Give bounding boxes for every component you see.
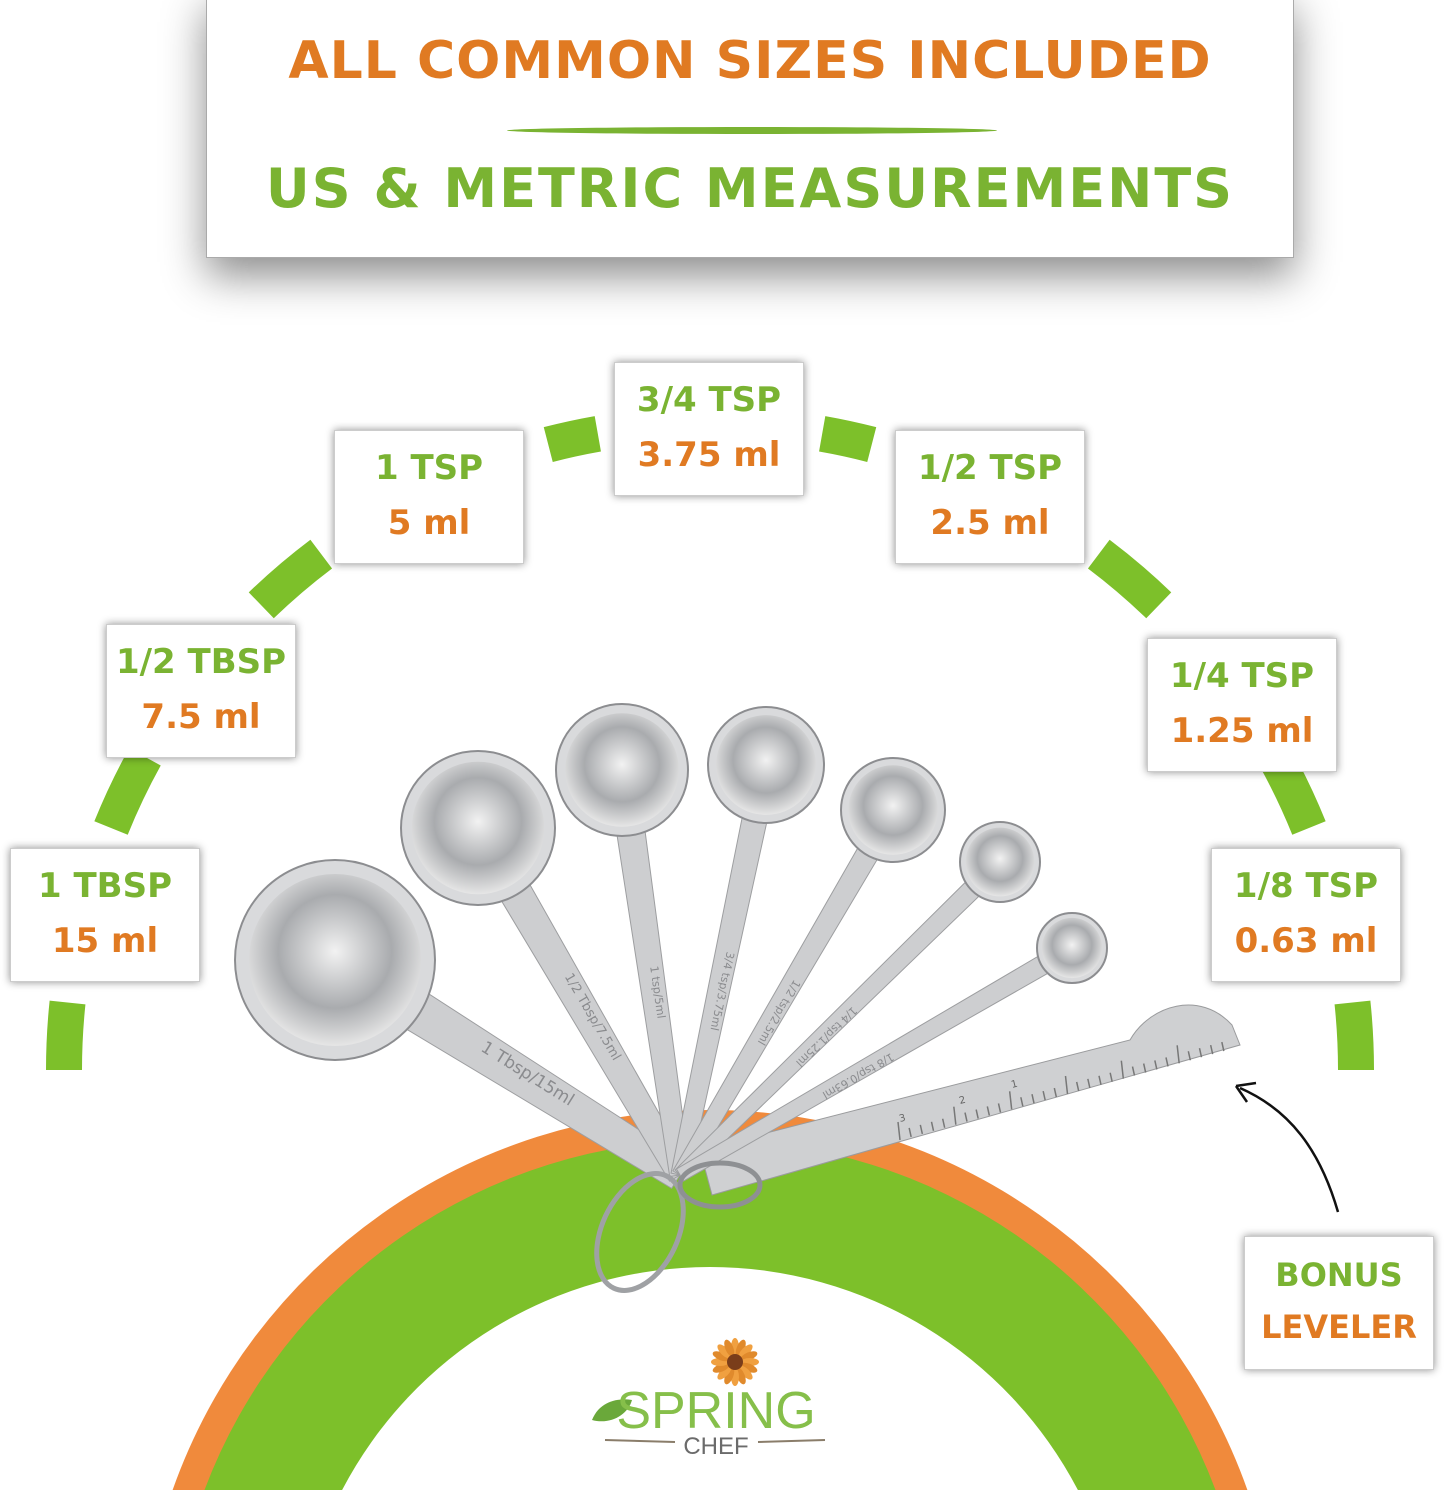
- us-size: 1 TSP: [374, 448, 484, 488]
- label-1-tbsp: 1 TBSP 15 ml: [10, 848, 200, 982]
- divider-line: [507, 127, 997, 134]
- metric-size: 7.5 ml: [141, 697, 261, 737]
- us-size: 1/2 TSP: [917, 448, 1063, 488]
- measuring-spoon: 1 Tbsp/15ml: [234, 859, 690, 1190]
- arc-segment: [248, 539, 333, 619]
- us-size: 1/8 TSP: [1233, 866, 1379, 906]
- spring-chef-logo: SPRING CHEF: [592, 1338, 826, 1460]
- label-quarter-tsp: 1/4 TSP 1.25 ml: [1147, 638, 1337, 772]
- us-size: 1 TBSP: [37, 866, 172, 906]
- sunflower-icon: [711, 1338, 759, 1386]
- spoon-engraving: 1/8 tsp/0.63ml: [820, 1050, 896, 1101]
- arc-segment: [94, 748, 161, 835]
- measuring-spoon: 1 tsp/5ml: [555, 703, 691, 1178]
- arc-segment: [543, 416, 602, 463]
- bonus-text: BONUS: [1275, 1256, 1403, 1294]
- arc-segment: [818, 416, 877, 463]
- ring-center: [342, 1267, 1078, 1490]
- label-1-tsp: 1 TSP 5 ml: [334, 430, 524, 564]
- headline-sizes: ALL COMMON SIZES INCLUDED: [288, 31, 1212, 91]
- metric-size: 5 ml: [387, 503, 471, 543]
- metric-size: 2.5 ml: [930, 503, 1050, 543]
- bottom-rings: [172, 1110, 1248, 1490]
- logo-spring: SPRING: [616, 1382, 815, 1440]
- logo-chef: CHEF: [683, 1433, 748, 1460]
- metric-size: 15 ml: [51, 921, 159, 961]
- metric-size: 3.75 ml: [637, 435, 781, 475]
- curved-arrow: [1234, 1081, 1340, 1213]
- leveler-tick-label: 2: [958, 1095, 967, 1107]
- leaf-icon: [592, 1399, 632, 1422]
- key-ring: [677, 1160, 763, 1210]
- metric-size: 0.63 ml: [1234, 921, 1378, 961]
- measuring-spoon: 3/4 tsp/3.75ml: [670, 706, 825, 1178]
- label-half-tbsp: 1/2 TBSP 7.5 ml: [106, 624, 296, 758]
- label-bonus-leveler: BONUS LEVELER: [1244, 1236, 1434, 1370]
- us-size: 1/4 TSP: [1169, 656, 1315, 696]
- metric-size: 1.25 ml: [1170, 711, 1314, 751]
- arc-segment: [46, 1000, 86, 1071]
- arc-segment: [1087, 539, 1172, 619]
- leveler: 1 2 3: [699, 1004, 1241, 1196]
- us-size: 1/2 TBSP: [115, 642, 287, 682]
- headline-banner: ALL COMMON SIZES INCLUDED US & METRIC ME…: [206, 0, 1294, 258]
- measuring-spoon: 1/2 Tbsp/7.5ml: [400, 750, 692, 1182]
- key-ring: [594, 1171, 686, 1293]
- us-size: 3/4 TSP: [636, 380, 782, 420]
- arc-segment: [1334, 1000, 1374, 1071]
- leveler-tick-label: 3: [898, 1113, 907, 1125]
- label-half-tsp: 1/2 TSP 2.5 ml: [895, 430, 1085, 564]
- label-eighth-tsp: 1/8 TSP 0.63 ml: [1211, 848, 1401, 982]
- spoon-engraving: 1/4 tsp/1.25ml: [793, 1004, 859, 1069]
- headline-measurements: US & METRIC MEASUREMENTS: [265, 157, 1235, 220]
- label-three-quarter-tsp: 3/4 TSP 3.75 ml: [614, 362, 804, 496]
- leveler-text: LEVELER: [1261, 1308, 1417, 1346]
- leveler-tick-label: 1: [1010, 1079, 1019, 1091]
